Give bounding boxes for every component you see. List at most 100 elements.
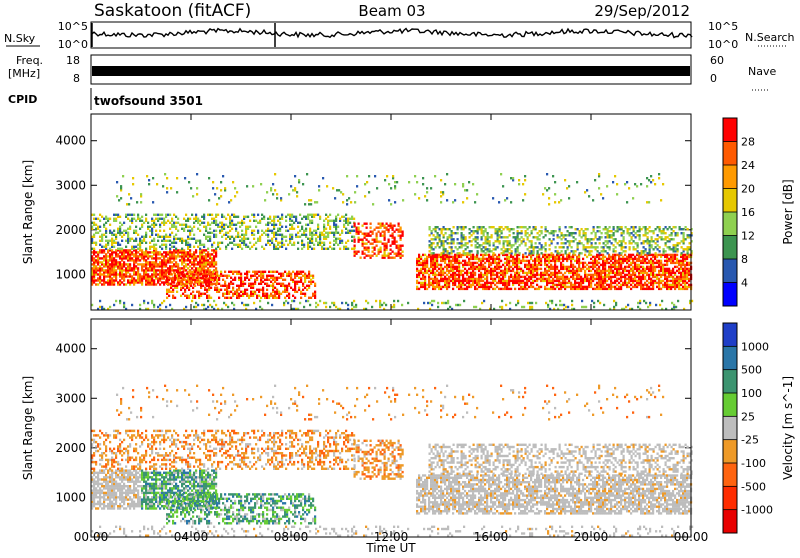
power-cell <box>579 234 581 236</box>
power-cell <box>275 224 277 226</box>
power-cell <box>226 297 228 299</box>
power-cell <box>445 240 447 242</box>
power-cell <box>518 272 520 274</box>
power-cell <box>302 283 304 285</box>
power-cell <box>512 276 514 278</box>
power-cell <box>329 220 331 222</box>
power-cell <box>519 238 521 240</box>
power-cell <box>431 230 433 232</box>
power-cell <box>238 277 240 279</box>
power-cell <box>635 242 637 244</box>
power-cell <box>279 228 281 230</box>
power-cell <box>498 276 500 278</box>
power-cell <box>573 232 575 234</box>
power-cell <box>339 248 341 250</box>
power-cell <box>607 234 609 236</box>
power-cell <box>485 252 487 254</box>
power-cell <box>539 234 541 236</box>
power-cell <box>282 291 284 293</box>
power-cell <box>676 276 678 278</box>
power-cell <box>184 279 186 281</box>
power-cell <box>492 288 494 290</box>
power-cell <box>213 255 215 257</box>
power-cell <box>636 276 638 278</box>
power-cell <box>275 232 277 234</box>
power-cell <box>396 229 398 231</box>
power-cell <box>190 271 192 273</box>
power-cell <box>561 250 563 252</box>
station-title: Saskatoon (fitACF) <box>94 1 251 21</box>
power-cell <box>601 232 603 234</box>
power-cell <box>489 226 491 228</box>
power-cell <box>189 249 191 251</box>
power-cell <box>254 279 256 281</box>
power-cell <box>546 264 548 266</box>
power-cell <box>107 240 109 242</box>
power-cell <box>552 278 554 280</box>
power-cell <box>161 259 163 261</box>
power-cell <box>536 288 538 290</box>
power-cell <box>299 236 301 238</box>
power-cell <box>113 279 115 281</box>
power-cell <box>343 224 345 226</box>
power-cell <box>189 244 191 246</box>
power-cell <box>182 271 184 273</box>
power-cell <box>514 272 516 274</box>
y-tick-label: 1000 <box>55 267 86 281</box>
power-cell <box>151 261 153 263</box>
power-cell <box>565 226 567 228</box>
power-cell <box>478 274 480 276</box>
power-cell <box>590 262 592 264</box>
power-cell <box>133 218 135 220</box>
power-cell <box>635 248 637 250</box>
power-cell <box>343 216 345 218</box>
power-cell <box>161 236 163 238</box>
power-cell <box>625 250 627 252</box>
power-cell <box>669 246 671 248</box>
power-cell <box>163 281 165 283</box>
power-cell <box>591 238 593 240</box>
power-cell <box>242 281 244 283</box>
power-cell <box>420 278 422 280</box>
power-cell <box>433 242 435 244</box>
power-cell <box>105 228 107 230</box>
power-cell <box>376 233 378 235</box>
power-cell <box>653 240 655 242</box>
power-cell <box>532 286 534 288</box>
power-cell <box>512 268 514 270</box>
power-cell <box>634 256 636 258</box>
power-cell <box>224 293 226 295</box>
power-cell <box>571 250 573 252</box>
power-cell <box>672 268 674 270</box>
power-cell <box>145 273 147 275</box>
power-cell <box>591 232 593 234</box>
power-cell <box>678 276 680 278</box>
power-cell <box>258 271 260 273</box>
power-cell <box>299 222 301 224</box>
power-cell <box>592 260 594 262</box>
power-cell <box>209 253 211 255</box>
power-cell <box>597 238 599 240</box>
power-cell <box>173 249 175 251</box>
power-cell <box>590 270 592 272</box>
power-cell <box>109 240 111 242</box>
power-cell <box>420 256 422 258</box>
power-cell <box>215 261 217 263</box>
date-title: 29/Sep/2012 <box>594 2 690 20</box>
y-tick-label: 3000 <box>55 178 86 192</box>
power-cell <box>440 286 442 288</box>
power-cell <box>101 261 103 263</box>
power-cell <box>475 244 477 246</box>
power-cell <box>498 272 500 274</box>
power-cell <box>667 246 669 248</box>
power-cell <box>536 264 538 266</box>
power-cell <box>550 264 552 266</box>
power-cell <box>611 242 613 244</box>
power-cell <box>667 228 669 230</box>
power-cell <box>658 260 660 262</box>
power-cell <box>245 238 247 240</box>
power-cell <box>171 251 173 253</box>
power-cell <box>431 242 433 244</box>
power-cell <box>97 226 99 228</box>
power-cell <box>107 259 109 261</box>
